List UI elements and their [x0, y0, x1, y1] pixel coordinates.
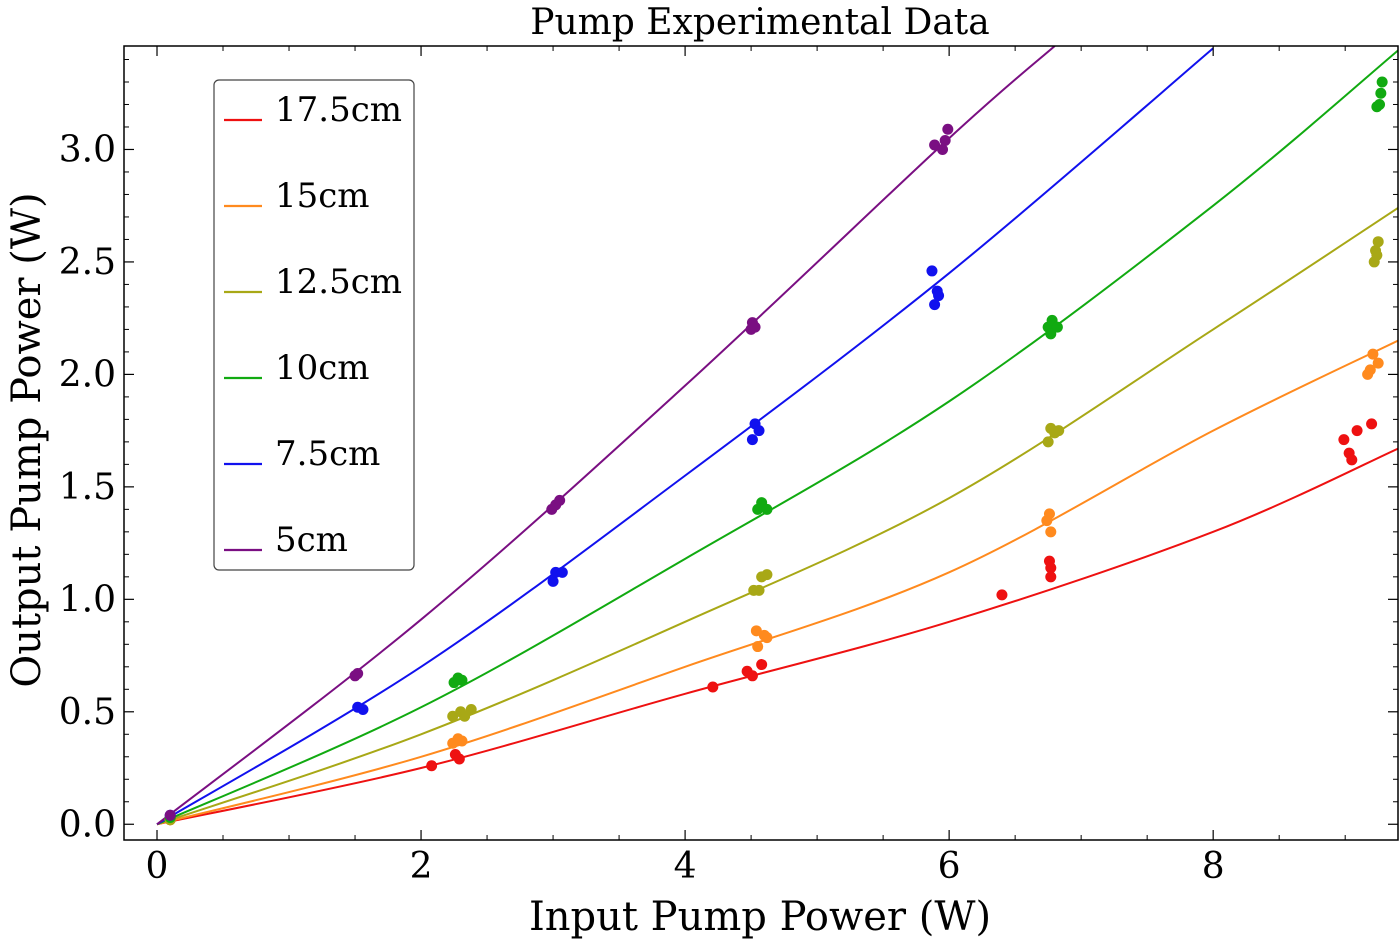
data-point-7-5cm	[357, 704, 369, 716]
data-point-5cm	[939, 134, 951, 146]
data-point-7-5cm	[929, 299, 941, 311]
data-point-12-5cm	[761, 569, 773, 581]
data-point-7-5cm	[547, 575, 559, 587]
chart-title: Pump Experimental Data	[530, 2, 989, 43]
data-point-12-5cm	[1372, 236, 1384, 248]
y-tick-label: 1.5	[59, 467, 116, 508]
legend-label-10cm: 10cm	[275, 348, 370, 388]
data-point-17-5cm	[1045, 562, 1057, 574]
legend: 17.5cm 15cm 12.5cm 10cm 7.5cm 5cm	[213, 79, 415, 571]
data-point-5cm	[554, 494, 566, 506]
data-point-15cm	[1364, 364, 1376, 376]
data-point-17-5cm	[1338, 434, 1350, 446]
data-point-10cm	[1375, 87, 1387, 99]
data-point-7-5cm	[933, 290, 945, 302]
fit-line-10cm	[156, 49, 1398, 826]
data-point-15cm	[456, 735, 468, 747]
data-point-15cm	[1045, 526, 1057, 538]
data-point-10cm	[1376, 76, 1388, 88]
data-point-15cm	[1372, 357, 1384, 369]
legend-label-17-5cm: 17.5cm	[275, 90, 402, 130]
legend-label-12-5cm: 12.5cm	[275, 262, 402, 302]
data-point-17-5cm	[756, 659, 768, 671]
x-axis-label: Input Pump Power (W)	[529, 894, 991, 940]
x-tick-label: 0	[146, 846, 169, 887]
axis-ticks: 0 2 4 6 8 0.0 0.5 1.0 1.5 2.0 2.5 3.0	[59, 46, 1398, 887]
fit-line-15cm	[156, 339, 1398, 826]
x-tick-label: 2	[410, 846, 433, 887]
data-point-15cm	[761, 632, 773, 644]
data-point-17-5cm	[1366, 418, 1378, 430]
data-point-12-5cm	[465, 704, 477, 716]
fit-lines	[156, 46, 1398, 826]
data-point-10cm	[1374, 98, 1386, 110]
data-point-17-5cm	[996, 589, 1008, 601]
data-point-7-5cm	[556, 566, 568, 578]
data-point-7-5cm	[926, 265, 938, 277]
data-point-17-5cm	[1045, 571, 1057, 583]
data-point-10cm	[761, 503, 773, 515]
data-point-7-5cm	[746, 434, 758, 446]
data-point-5cm	[164, 809, 176, 821]
data-point-5cm	[352, 668, 364, 680]
y-tick-label: 0.0	[59, 804, 116, 845]
data-point-17-5cm	[1346, 454, 1358, 466]
data-point-10cm	[456, 674, 468, 686]
legend-box	[213, 79, 415, 571]
data-point-5cm	[749, 321, 761, 333]
data-point-7-5cm	[753, 425, 765, 437]
data-point-17-5cm	[746, 670, 758, 682]
data-point-10cm	[1051, 321, 1063, 333]
data-point-15cm	[1367, 348, 1379, 360]
data-point-15cm	[1043, 508, 1055, 520]
y-tick-label: 3.0	[59, 129, 116, 170]
data-point-5cm	[937, 143, 949, 155]
legend-label-15cm: 15cm	[275, 176, 370, 216]
legend-label-5cm: 5cm	[275, 520, 348, 560]
fit-line-12-5cm	[156, 207, 1398, 826]
x-tick-label: 4	[674, 846, 697, 887]
data-point-17-5cm	[707, 681, 719, 693]
x-tick-label: 8	[1202, 846, 1225, 887]
y-axis-label: Output Pump Power (W)	[4, 192, 50, 687]
y-tick-label: 2.0	[59, 354, 116, 395]
data-point-15cm	[752, 641, 764, 653]
data-point-12-5cm	[1053, 425, 1065, 437]
data-point-12-5cm	[1371, 249, 1383, 261]
data-point-17-5cm	[426, 760, 438, 772]
fit-line-17-5cm	[156, 447, 1398, 826]
data-point-5cm	[942, 123, 954, 135]
data-point-12-5cm	[459, 710, 471, 722]
x-tick-label: 6	[938, 846, 961, 887]
fit-line-7-5cm	[156, 47, 1214, 826]
plot-frame	[123, 45, 1399, 841]
y-tick-label: 1.0	[59, 579, 116, 620]
legend-label-7-5cm: 7.5cm	[275, 434, 380, 474]
y-tick-label: 0.5	[59, 692, 116, 733]
data-point-17-5cm	[453, 753, 465, 765]
data-point-17-5cm	[1351, 425, 1363, 437]
data-points	[164, 76, 1388, 826]
data-point-12-5cm	[1042, 436, 1054, 448]
data-point-10cm	[1045, 328, 1057, 340]
data-point-12-5cm	[753, 584, 765, 596]
y-tick-label: 2.5	[59, 242, 116, 283]
